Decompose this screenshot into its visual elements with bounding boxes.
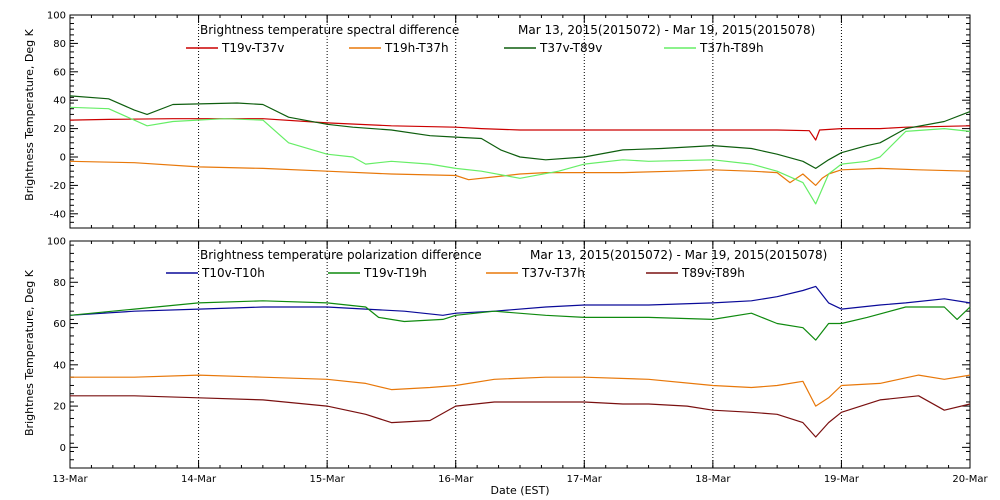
panel-date-range: Mar 13, 2015(2015072) - Mar 19, 2015(201… — [530, 248, 827, 262]
x-tick-label: 19-Mar — [824, 474, 860, 485]
y-tick-label: 40 — [53, 360, 66, 371]
x-tick-label: 17-Mar — [567, 474, 603, 485]
y-axis-label: Brightnes Temperature, Deg K — [23, 269, 36, 436]
legend-label: T89v-T89h — [681, 266, 745, 280]
series-line-t37h-t89h — [69, 106, 971, 205]
x-tick-label: 16-Mar — [438, 474, 474, 485]
legend-label: T37v-T89v — [539, 41, 602, 55]
series-line-t19h-t37h — [69, 160, 971, 186]
legend-label: T19v-T19h — [363, 266, 427, 280]
y-tick-label: 20 — [53, 124, 66, 135]
legend-label: T37h-T89h — [699, 41, 764, 55]
series-line-t10v-t10h — [69, 285, 971, 316]
y-tick-label: 0 — [60, 443, 66, 454]
panel-date-range: Mar 13, 2015(2015072) - Mar 19, 2015(201… — [518, 23, 815, 37]
panel-title: Brightness temperature spectral differen… — [200, 23, 459, 37]
y-tick-label: 80 — [53, 39, 66, 50]
series-line-t19v-t37v — [69, 118, 971, 141]
legend-label: T19v-T37v — [221, 41, 284, 55]
x-axis-label: Date (EST) — [490, 484, 549, 497]
x-tick-label: 20-Mar — [952, 474, 988, 485]
y-tick-label: 0 — [60, 153, 66, 164]
legend-label: T19h-T37h — [384, 41, 449, 55]
y-tick-label: 60 — [53, 319, 66, 330]
y-tick-label: 40 — [53, 96, 66, 107]
series-line-t89v-t89h — [70, 395, 971, 438]
y-tick-label: 100 — [47, 11, 66, 22]
x-tick-label: 18-Mar — [695, 474, 731, 485]
series-line-t37v-t89v — [69, 95, 971, 169]
spectral-difference-panel: Brightness temperature spectral differen… — [23, 11, 971, 229]
y-tick-label: 80 — [53, 278, 66, 289]
x-tick-label: 13-Mar — [52, 474, 88, 485]
legend-label: T37v-T37h — [521, 266, 585, 280]
x-tick-label: 14-Mar — [181, 474, 217, 485]
polarization-difference-panel: Brightness temperature polarization diff… — [23, 237, 988, 498]
legend-label: T10v-T10h — [201, 266, 265, 280]
x-tick-label: 15-Mar — [310, 474, 346, 485]
y-tick-label: -20 — [50, 181, 66, 192]
y-axis-label: Brightness Temperature, Deg K — [23, 28, 36, 200]
y-tick-label: 60 — [53, 67, 66, 78]
panel-title: Brightness temperature polarization diff… — [200, 248, 482, 262]
series-line-t19v-t19h — [69, 300, 971, 341]
y-tick-label: 20 — [53, 402, 66, 413]
y-tick-label: -40 — [50, 209, 66, 220]
series-line-t37v-t37h — [70, 374, 971, 407]
plot-frame — [69, 14, 971, 229]
y-tick-label: 100 — [47, 237, 66, 248]
